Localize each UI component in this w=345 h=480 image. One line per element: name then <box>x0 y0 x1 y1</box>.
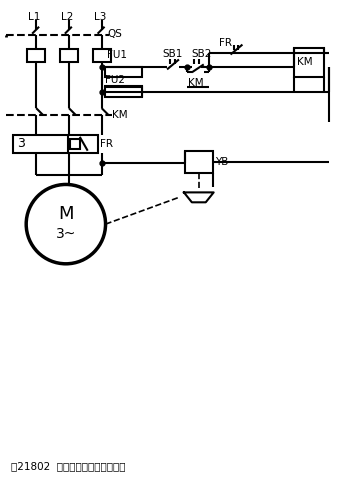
Bar <box>105 86 142 96</box>
Text: FU1: FU1 <box>107 50 127 60</box>
Text: KM: KM <box>112 110 128 120</box>
Polygon shape <box>184 192 214 202</box>
Text: SB1: SB1 <box>162 48 183 59</box>
Text: YB: YB <box>215 156 228 167</box>
Text: 3: 3 <box>17 137 25 150</box>
Bar <box>105 67 142 77</box>
Text: 3~: 3~ <box>56 227 76 241</box>
Bar <box>60 48 78 62</box>
Bar <box>294 48 324 77</box>
Text: FR: FR <box>219 37 231 48</box>
Bar <box>70 139 80 149</box>
Text: M: M <box>58 205 73 223</box>
Bar <box>27 48 45 62</box>
Bar <box>105 87 142 97</box>
Text: SB2: SB2 <box>192 48 212 59</box>
Text: FU2: FU2 <box>105 75 125 85</box>
Bar <box>93 48 110 62</box>
Text: KM: KM <box>297 58 313 68</box>
Text: L3: L3 <box>93 12 106 22</box>
Text: KM: KM <box>188 78 204 88</box>
Text: 图21802  电磁抱闸制动控制线路图: 图21802 电磁抱闸制动控制线路图 <box>11 461 126 471</box>
Bar <box>13 135 98 153</box>
Bar <box>185 151 213 172</box>
Text: FR: FR <box>100 139 112 149</box>
Text: QS: QS <box>108 29 122 39</box>
Text: L2: L2 <box>61 12 73 22</box>
Text: L1: L1 <box>28 12 41 22</box>
